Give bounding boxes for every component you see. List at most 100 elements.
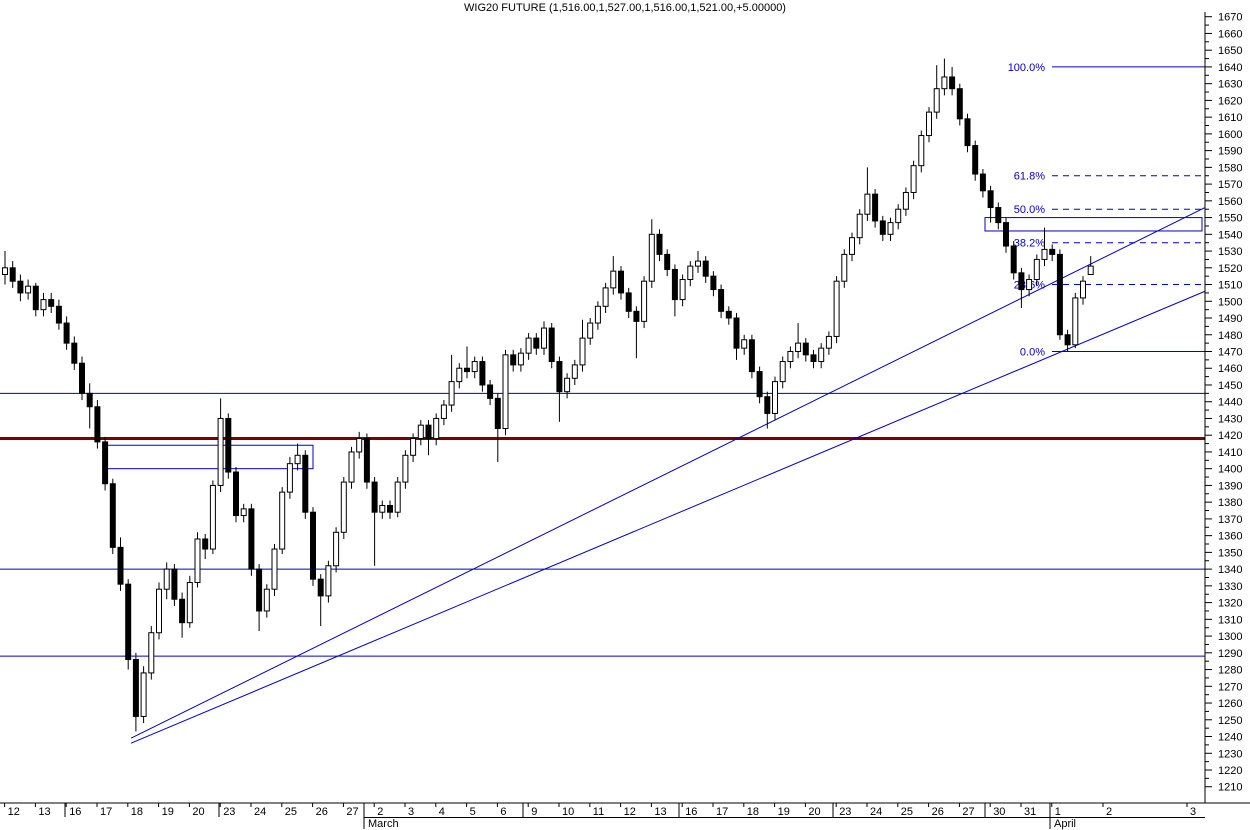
- x-tick-label: 23: [839, 806, 851, 818]
- x-tick-label: 6: [500, 806, 506, 818]
- candle-up: [279, 491, 286, 550]
- candle-up: [818, 347, 825, 363]
- trendlines: [130, 207, 1206, 744]
- candle-up: [163, 568, 170, 590]
- candle-up: [340, 481, 347, 533]
- fibonacci-retracement: 100.0%61.8%50.0%38.2%23.6%0.0%: [1008, 62, 1205, 359]
- y-axis: 1670 1660 1650 1640 1630 1620 1610 1600 1590 1580…: [1204, 12, 1242, 803]
- candle-up: [1072, 297, 1079, 346]
- candle-up: [610, 270, 617, 289]
- y-tick-label: 1610: [1218, 112, 1242, 124]
- month-label: March: [368, 818, 399, 830]
- candle-down: [725, 310, 732, 319]
- candle-down: [55, 305, 62, 324]
- x-tick-label: 2: [1106, 806, 1112, 818]
- candle-up: [209, 484, 216, 550]
- x-tick-label: 30: [993, 806, 1005, 818]
- price-box: [984, 217, 1203, 232]
- candle-down: [494, 397, 501, 430]
- candle-down: [310, 511, 316, 580]
- y-tick-label: 1490: [1218, 313, 1242, 325]
- y-tick-label: 1260: [1218, 698, 1242, 710]
- y-tick-label: 1560: [1218, 196, 1242, 208]
- y-tick-label: 1410: [1218, 447, 1242, 459]
- candle-down: [979, 173, 986, 192]
- candle-up: [856, 213, 863, 239]
- candle-down: [109, 483, 116, 548]
- candle-down: [764, 396, 771, 414]
- candle-up: [895, 208, 902, 224]
- candle-down: [32, 285, 39, 311]
- y-tick-label: 1510: [1218, 280, 1242, 292]
- candle-down: [487, 384, 494, 399]
- x-tick-label: 31: [1024, 806, 1036, 818]
- y-tick-label: 1600: [1218, 129, 1242, 141]
- y-tick-label: 1370: [1218, 514, 1242, 526]
- y-tick-label: 1620: [1218, 95, 1242, 107]
- candle-down: [132, 659, 139, 717]
- candle-up: [402, 454, 409, 483]
- y-tick-label: 1360: [1218, 531, 1242, 543]
- candle-up: [1033, 258, 1040, 281]
- candle-up: [379, 505, 386, 513]
- candle-down: [1049, 248, 1056, 255]
- candle-down: [225, 417, 232, 473]
- candle-down: [48, 299, 55, 307]
- candle-down: [479, 361, 486, 386]
- candle-down: [748, 339, 755, 373]
- x-tick-label: 11: [593, 806, 604, 818]
- candle-up: [779, 361, 786, 383]
- candle-up: [602, 287, 609, 307]
- candle-up: [571, 364, 578, 379]
- candle-down: [202, 538, 209, 550]
- x-tick-label: 25: [901, 806, 913, 818]
- x-tick-label: 26: [316, 806, 328, 818]
- x-tick-label: 20: [808, 806, 820, 818]
- y-tick-label: 1540: [1218, 229, 1242, 241]
- candle-up: [417, 424, 424, 440]
- candle-down: [256, 568, 263, 612]
- candle-down: [117, 546, 124, 585]
- candle-up: [356, 438, 363, 453]
- candle-down: [702, 260, 709, 277]
- candle-down: [872, 193, 879, 222]
- candle-down: [425, 424, 432, 440]
- candle-up: [156, 588, 162, 634]
- candle-up: [25, 285, 32, 294]
- y-tick-label: 1210: [1218, 782, 1242, 794]
- candle-up: [271, 548, 278, 590]
- candle-up: [594, 305, 601, 324]
- candle-up: [787, 351, 794, 363]
- candle-up: [517, 352, 524, 366]
- candle-down: [71, 342, 78, 364]
- candle-up: [217, 417, 224, 486]
- y-tick-label: 1320: [1218, 598, 1242, 610]
- y-tick-label: 1640: [1218, 62, 1242, 74]
- candle-up: [433, 417, 440, 440]
- x-tick-label: 10: [562, 806, 574, 818]
- fib-level-label: 61.8%: [1014, 171, 1045, 183]
- candle-up: [2, 267, 8, 275]
- x-tick-label: 5: [470, 806, 476, 818]
- y-tick-label: 1520: [1218, 263, 1242, 275]
- y-tick-label: 1240: [1218, 732, 1242, 744]
- y-tick-label: 1270: [1218, 681, 1242, 693]
- fib-level-label: 50.0%: [1014, 204, 1045, 216]
- candle-up: [1080, 280, 1086, 299]
- candle-up: [772, 381, 778, 414]
- x-tick-label: 12: [624, 806, 636, 818]
- y-tick-label: 1380: [1218, 497, 1242, 509]
- candle-up: [887, 222, 894, 235]
- candle-up: [240, 508, 247, 517]
- candle-down: [733, 317, 740, 349]
- candle-up: [410, 438, 417, 456]
- candle-down: [671, 268, 678, 301]
- candle-down: [86, 392, 93, 408]
- y-tick-label: 1220: [1218, 765, 1242, 777]
- x-tick-label: 2: [377, 806, 383, 818]
- x-tick-label: 27: [962, 806, 974, 818]
- candle-down: [179, 598, 186, 624]
- x-tick-label: 13: [38, 806, 50, 818]
- y-tick-label: 1420: [1218, 430, 1242, 442]
